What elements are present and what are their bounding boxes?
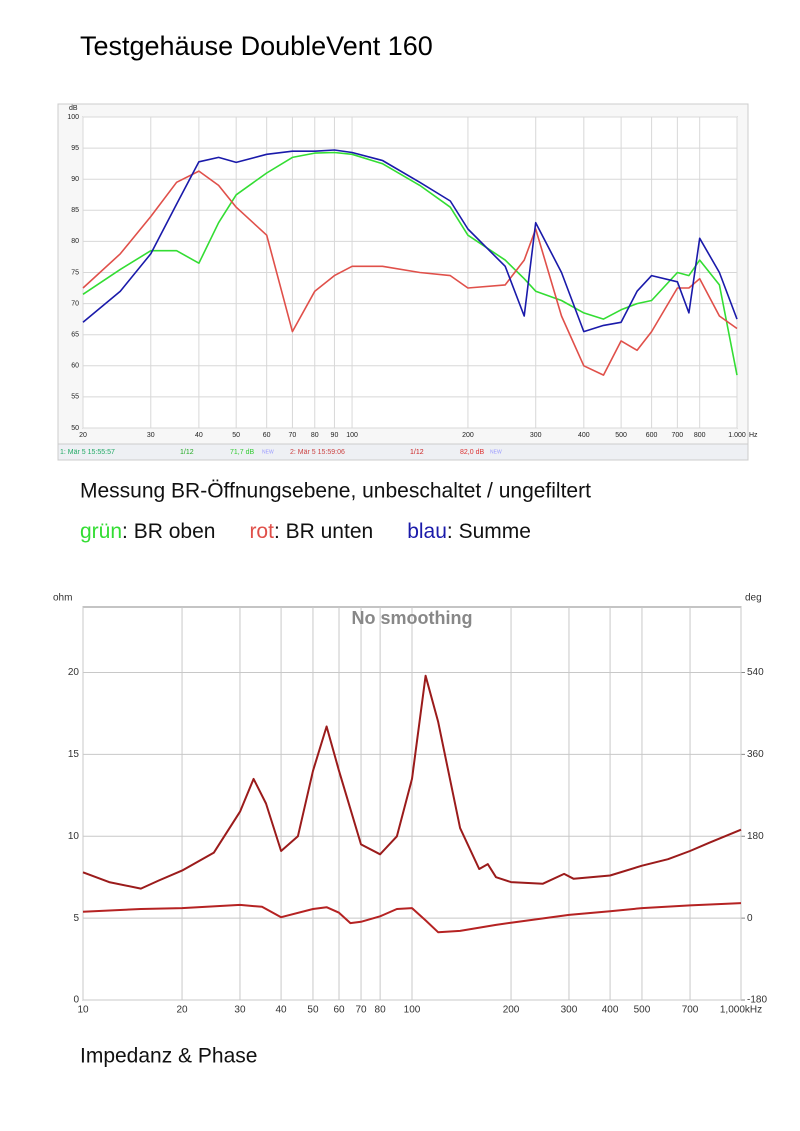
y-tick-label: 10 bbox=[68, 831, 80, 842]
x-tick-label: 20 bbox=[79, 432, 87, 439]
x-tick-label: 100 bbox=[404, 1005, 421, 1016]
x-tick-label: 700 bbox=[682, 1005, 699, 1016]
legend-entry: NEW bbox=[262, 449, 274, 455]
x-tick-label: 800 bbox=[694, 432, 706, 439]
x-tick-label: 700 bbox=[672, 432, 684, 439]
y2-unit: deg bbox=[745, 593, 762, 604]
legend-entry: 71,7 dB bbox=[230, 449, 254, 456]
x-tick-label: 40 bbox=[195, 432, 203, 439]
x-tick-label: 40 bbox=[276, 1005, 288, 1016]
x-tick-label: 50 bbox=[307, 1005, 319, 1016]
chart-1-legend-bar bbox=[57, 443, 749, 461]
x-tick-label: 100 bbox=[346, 432, 358, 439]
key-color-word: blau bbox=[407, 520, 447, 543]
data-line bbox=[82, 170, 738, 376]
x-tick-label: 80 bbox=[311, 432, 319, 439]
data-line bbox=[82, 149, 738, 333]
x-tick-label: 10 bbox=[77, 1005, 89, 1016]
page-title: Testgehäuse DoubleVent 160 bbox=[80, 31, 433, 61]
key-separator: : bbox=[122, 520, 134, 543]
y-tick-label: 65 bbox=[71, 332, 79, 339]
legend-entry: NEW bbox=[490, 449, 502, 455]
y2-tick-label: -180 bbox=[747, 995, 767, 1006]
x-tick-label: 400 bbox=[578, 432, 590, 439]
legend-label: BR oben bbox=[134, 520, 216, 543]
y-tick-label: 95 bbox=[71, 145, 79, 152]
y-tick-label: 100 bbox=[67, 114, 79, 121]
y-tick-label: 90 bbox=[71, 176, 79, 183]
y-tick-label: 0 bbox=[73, 995, 79, 1006]
caption: Impedanz & Phase bbox=[80, 1045, 257, 1068]
y-tick-label: 70 bbox=[71, 300, 79, 307]
data-line bbox=[82, 902, 742, 934]
legend-entry: 1/12 bbox=[410, 449, 424, 456]
y-tick-label: 80 bbox=[71, 238, 79, 245]
x-tick-label: 200 bbox=[462, 432, 474, 439]
x-tick-label: 1.000 bbox=[728, 432, 746, 439]
y2-tick-label: 540 bbox=[747, 667, 764, 678]
legend-label: BR unten bbox=[286, 520, 374, 543]
y-tick-label: 60 bbox=[71, 363, 79, 370]
legend-entry: 1: Mär 5 15:55:57 bbox=[60, 449, 115, 456]
y2-tick-label: 360 bbox=[747, 749, 764, 760]
chart-title: No smoothing bbox=[352, 608, 473, 628]
x-tick-label: 600 bbox=[646, 432, 658, 439]
x-tick-label: 300 bbox=[530, 432, 542, 439]
legend-entry: 2: Mär 5 15:59:06 bbox=[290, 449, 345, 456]
y-tick-label: 75 bbox=[71, 269, 79, 276]
y-tick-label: 50 bbox=[71, 425, 79, 432]
y2-tick-label: 180 bbox=[747, 831, 764, 842]
x-tick-label: 30 bbox=[234, 1005, 246, 1016]
x-tick-label: 200 bbox=[503, 1005, 520, 1016]
y-unit: dB bbox=[69, 105, 78, 112]
key-separator: : bbox=[447, 520, 459, 543]
x-tick-label: 80 bbox=[375, 1005, 387, 1016]
key-color-word: rot bbox=[249, 520, 274, 543]
y2-tick-label: 0 bbox=[747, 913, 753, 924]
x-tick-label: 60 bbox=[263, 432, 271, 439]
data-line bbox=[82, 674, 742, 890]
x-tick-label: 70 bbox=[289, 432, 297, 439]
y-tick-label: 20 bbox=[68, 667, 80, 678]
x-tick-label: 70 bbox=[355, 1005, 367, 1016]
color-key: grün: BR oben rot: BR unten blau: Summe bbox=[80, 520, 531, 543]
x-tick-label: 1,000kHz bbox=[720, 1005, 762, 1016]
x-tick-label: 30 bbox=[147, 432, 155, 439]
x-tick-label: 300 bbox=[561, 1005, 578, 1016]
legend-entry: 1/12 bbox=[180, 449, 194, 456]
x-tick-label: 20 bbox=[176, 1005, 188, 1016]
y-tick-label: 85 bbox=[71, 207, 79, 214]
legend-label: Summe bbox=[459, 520, 531, 543]
x-tick-label: 500 bbox=[615, 432, 627, 439]
x-tick-label: 500 bbox=[634, 1005, 651, 1016]
x-tick-label: 50 bbox=[232, 432, 240, 439]
y-tick-label: 5 bbox=[73, 913, 79, 924]
legend-entry: 82,0 dB bbox=[460, 449, 484, 456]
y-tick-label: 55 bbox=[71, 394, 79, 401]
y-unit: ohm bbox=[53, 593, 72, 604]
x-tick-label: 60 bbox=[333, 1005, 345, 1016]
key-color-word: grün bbox=[80, 520, 122, 543]
y-tick-label: 15 bbox=[68, 749, 80, 760]
data-line bbox=[82, 151, 738, 376]
caption: Messung BR-Öffnungsebene, unbeschaltet /… bbox=[80, 480, 591, 503]
x-tick-label: 400 bbox=[602, 1005, 619, 1016]
x-tick-label: 90 bbox=[331, 432, 339, 439]
key-separator: : bbox=[274, 520, 286, 543]
x-unit: Hz bbox=[749, 432, 758, 439]
